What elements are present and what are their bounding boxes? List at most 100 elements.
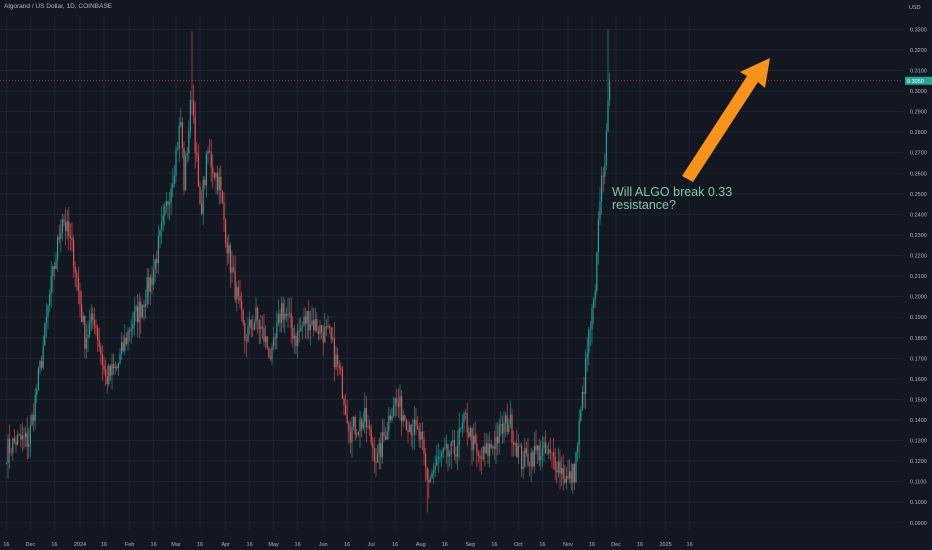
- overlay: [0, 58, 903, 182]
- candle-body: [367, 425, 369, 428]
- price-unit: USD: [909, 5, 921, 11]
- x-tick-label: 16: [539, 542, 545, 548]
- candle-body: [546, 453, 548, 455]
- candle-body: [417, 426, 419, 429]
- candle-body: [329, 326, 331, 328]
- candle-body: [247, 326, 249, 342]
- candle-body: [140, 301, 142, 318]
- candle-body: [373, 447, 375, 462]
- candle-body: [298, 330, 300, 332]
- candle-body: [444, 448, 446, 450]
- candle-body: [71, 238, 73, 241]
- x-tick-label: 16: [197, 542, 203, 548]
- candle-body: [525, 448, 527, 454]
- candles: [5, 29, 611, 513]
- candle-body: [276, 323, 278, 338]
- x-tick-label: 16: [247, 542, 253, 548]
- candle-body: [325, 326, 327, 328]
- candle-body: [225, 219, 227, 244]
- candle-body: [362, 422, 364, 429]
- x-tick-label: 16: [295, 542, 301, 548]
- candle-body: [242, 310, 244, 324]
- candle-body: [457, 445, 459, 457]
- candle-body: [34, 394, 36, 421]
- annotation-arrow: [682, 58, 770, 182]
- candle-body: [33, 415, 35, 421]
- candle-body: [351, 426, 353, 443]
- candle-body: [258, 319, 260, 330]
- candle-body: [599, 201, 601, 220]
- candle-body: [28, 443, 30, 447]
- candle-body: [434, 465, 436, 471]
- candle-body: [381, 432, 383, 458]
- candle-body: [49, 294, 51, 306]
- candle-body: [100, 346, 102, 355]
- x-tick-label: Jul: [368, 542, 375, 548]
- candle-body: [308, 311, 310, 331]
- candle-body: [181, 122, 183, 149]
- y-tick-label: 0.3200: [910, 48, 927, 54]
- candle-body: [101, 354, 103, 366]
- candle-body: [301, 325, 303, 328]
- candle-body: [545, 442, 547, 454]
- candle-body: [41, 361, 43, 368]
- candle-body: [236, 287, 238, 300]
- candle-body: [581, 391, 583, 410]
- candle-body: [37, 368, 39, 390]
- candle-body: [57, 236, 59, 260]
- candle-body: [297, 330, 299, 347]
- candle-body: [231, 267, 233, 273]
- candle-body: [484, 446, 486, 453]
- candle-body: [409, 424, 411, 433]
- candle-body: [449, 454, 451, 457]
- candle-body: [5, 463, 7, 464]
- candle-body: [260, 326, 262, 330]
- candle-body: [429, 478, 431, 483]
- candle-body: [538, 445, 540, 461]
- candle-body: [55, 259, 57, 269]
- candle-body: [577, 444, 579, 453]
- candle-body: [604, 164, 606, 177]
- candle-body: [207, 151, 209, 154]
- candle-body: [252, 328, 254, 330]
- x-tick-label: Nov: [563, 542, 573, 548]
- candle-body: [415, 419, 417, 427]
- candle-body: [81, 304, 83, 322]
- candle-body: [465, 412, 467, 414]
- x-tick-label: Aug: [416, 542, 426, 548]
- candle-body: [378, 443, 380, 454]
- candle-body: [23, 436, 25, 438]
- candle-body: [201, 203, 203, 214]
- candle-body: [98, 340, 100, 347]
- candle-body: [490, 443, 492, 448]
- candle-body: [396, 398, 398, 403]
- candle-body: [204, 179, 206, 186]
- candle-body: [503, 422, 505, 434]
- candle-body: [585, 358, 587, 394]
- candle-body: [69, 236, 71, 239]
- x-tick-label: 16: [687, 542, 693, 548]
- candle-body: [410, 424, 412, 436]
- y-tick-label: 0.1100: [910, 480, 926, 486]
- candle-body: [66, 221, 68, 232]
- candle-body: [476, 443, 478, 453]
- x-tick-label: Dec: [26, 542, 36, 548]
- candle-body: [359, 419, 361, 432]
- candle-body: [404, 415, 406, 421]
- candle-body: [567, 475, 569, 479]
- candle-body: [245, 339, 247, 342]
- candle-body: [553, 452, 555, 457]
- candle-body: [477, 452, 479, 456]
- candle-body: [178, 126, 180, 150]
- x-tick-label: Mar: [171, 542, 181, 548]
- candle-body: [122, 342, 124, 351]
- candle-body: [485, 443, 487, 453]
- candle-body: [397, 402, 399, 407]
- candle-body: [199, 186, 201, 204]
- candle-body: [333, 338, 335, 368]
- candle-body: [42, 345, 44, 368]
- y-tick-label: 0.1300: [910, 439, 927, 445]
- y-tick-label: 0.2800: [910, 130, 927, 136]
- y-tick-label: 0.1000: [910, 500, 927, 506]
